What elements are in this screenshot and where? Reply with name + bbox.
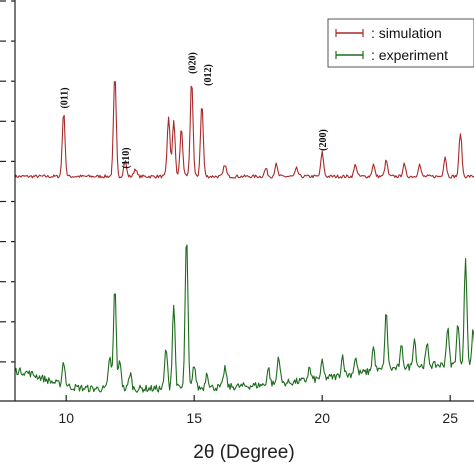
x-tick-label: 15 bbox=[186, 410, 202, 426]
peak-label: (012) bbox=[203, 64, 214, 86]
series-line-simulation bbox=[14, 81, 474, 179]
annotation-layer: (011)(110)(020)(012)(200)(040) bbox=[60, 52, 330, 168]
legend-label-experiment: : experiment bbox=[371, 47, 448, 63]
peak-label: (011) bbox=[60, 87, 71, 108]
series-layer bbox=[14, 81, 474, 393]
peak-label: (110) bbox=[121, 147, 132, 168]
x-tick-label: 10 bbox=[58, 410, 74, 426]
peak-label: (020) bbox=[188, 52, 199, 74]
x-tick-label: 20 bbox=[314, 410, 330, 426]
series-line-experiment bbox=[14, 244, 474, 393]
legend: : simulation : experiment bbox=[327, 18, 474, 68]
legend-box bbox=[327, 18, 474, 68]
peak-label: (200) bbox=[318, 129, 329, 151]
x-axis-title: 2θ (Degree) bbox=[193, 442, 294, 463]
tick-layer: 10152025303540 bbox=[0, 0, 458, 426]
legend-label-simulation: : simulation bbox=[371, 25, 442, 41]
x-tick-label: 25 bbox=[442, 410, 458, 426]
